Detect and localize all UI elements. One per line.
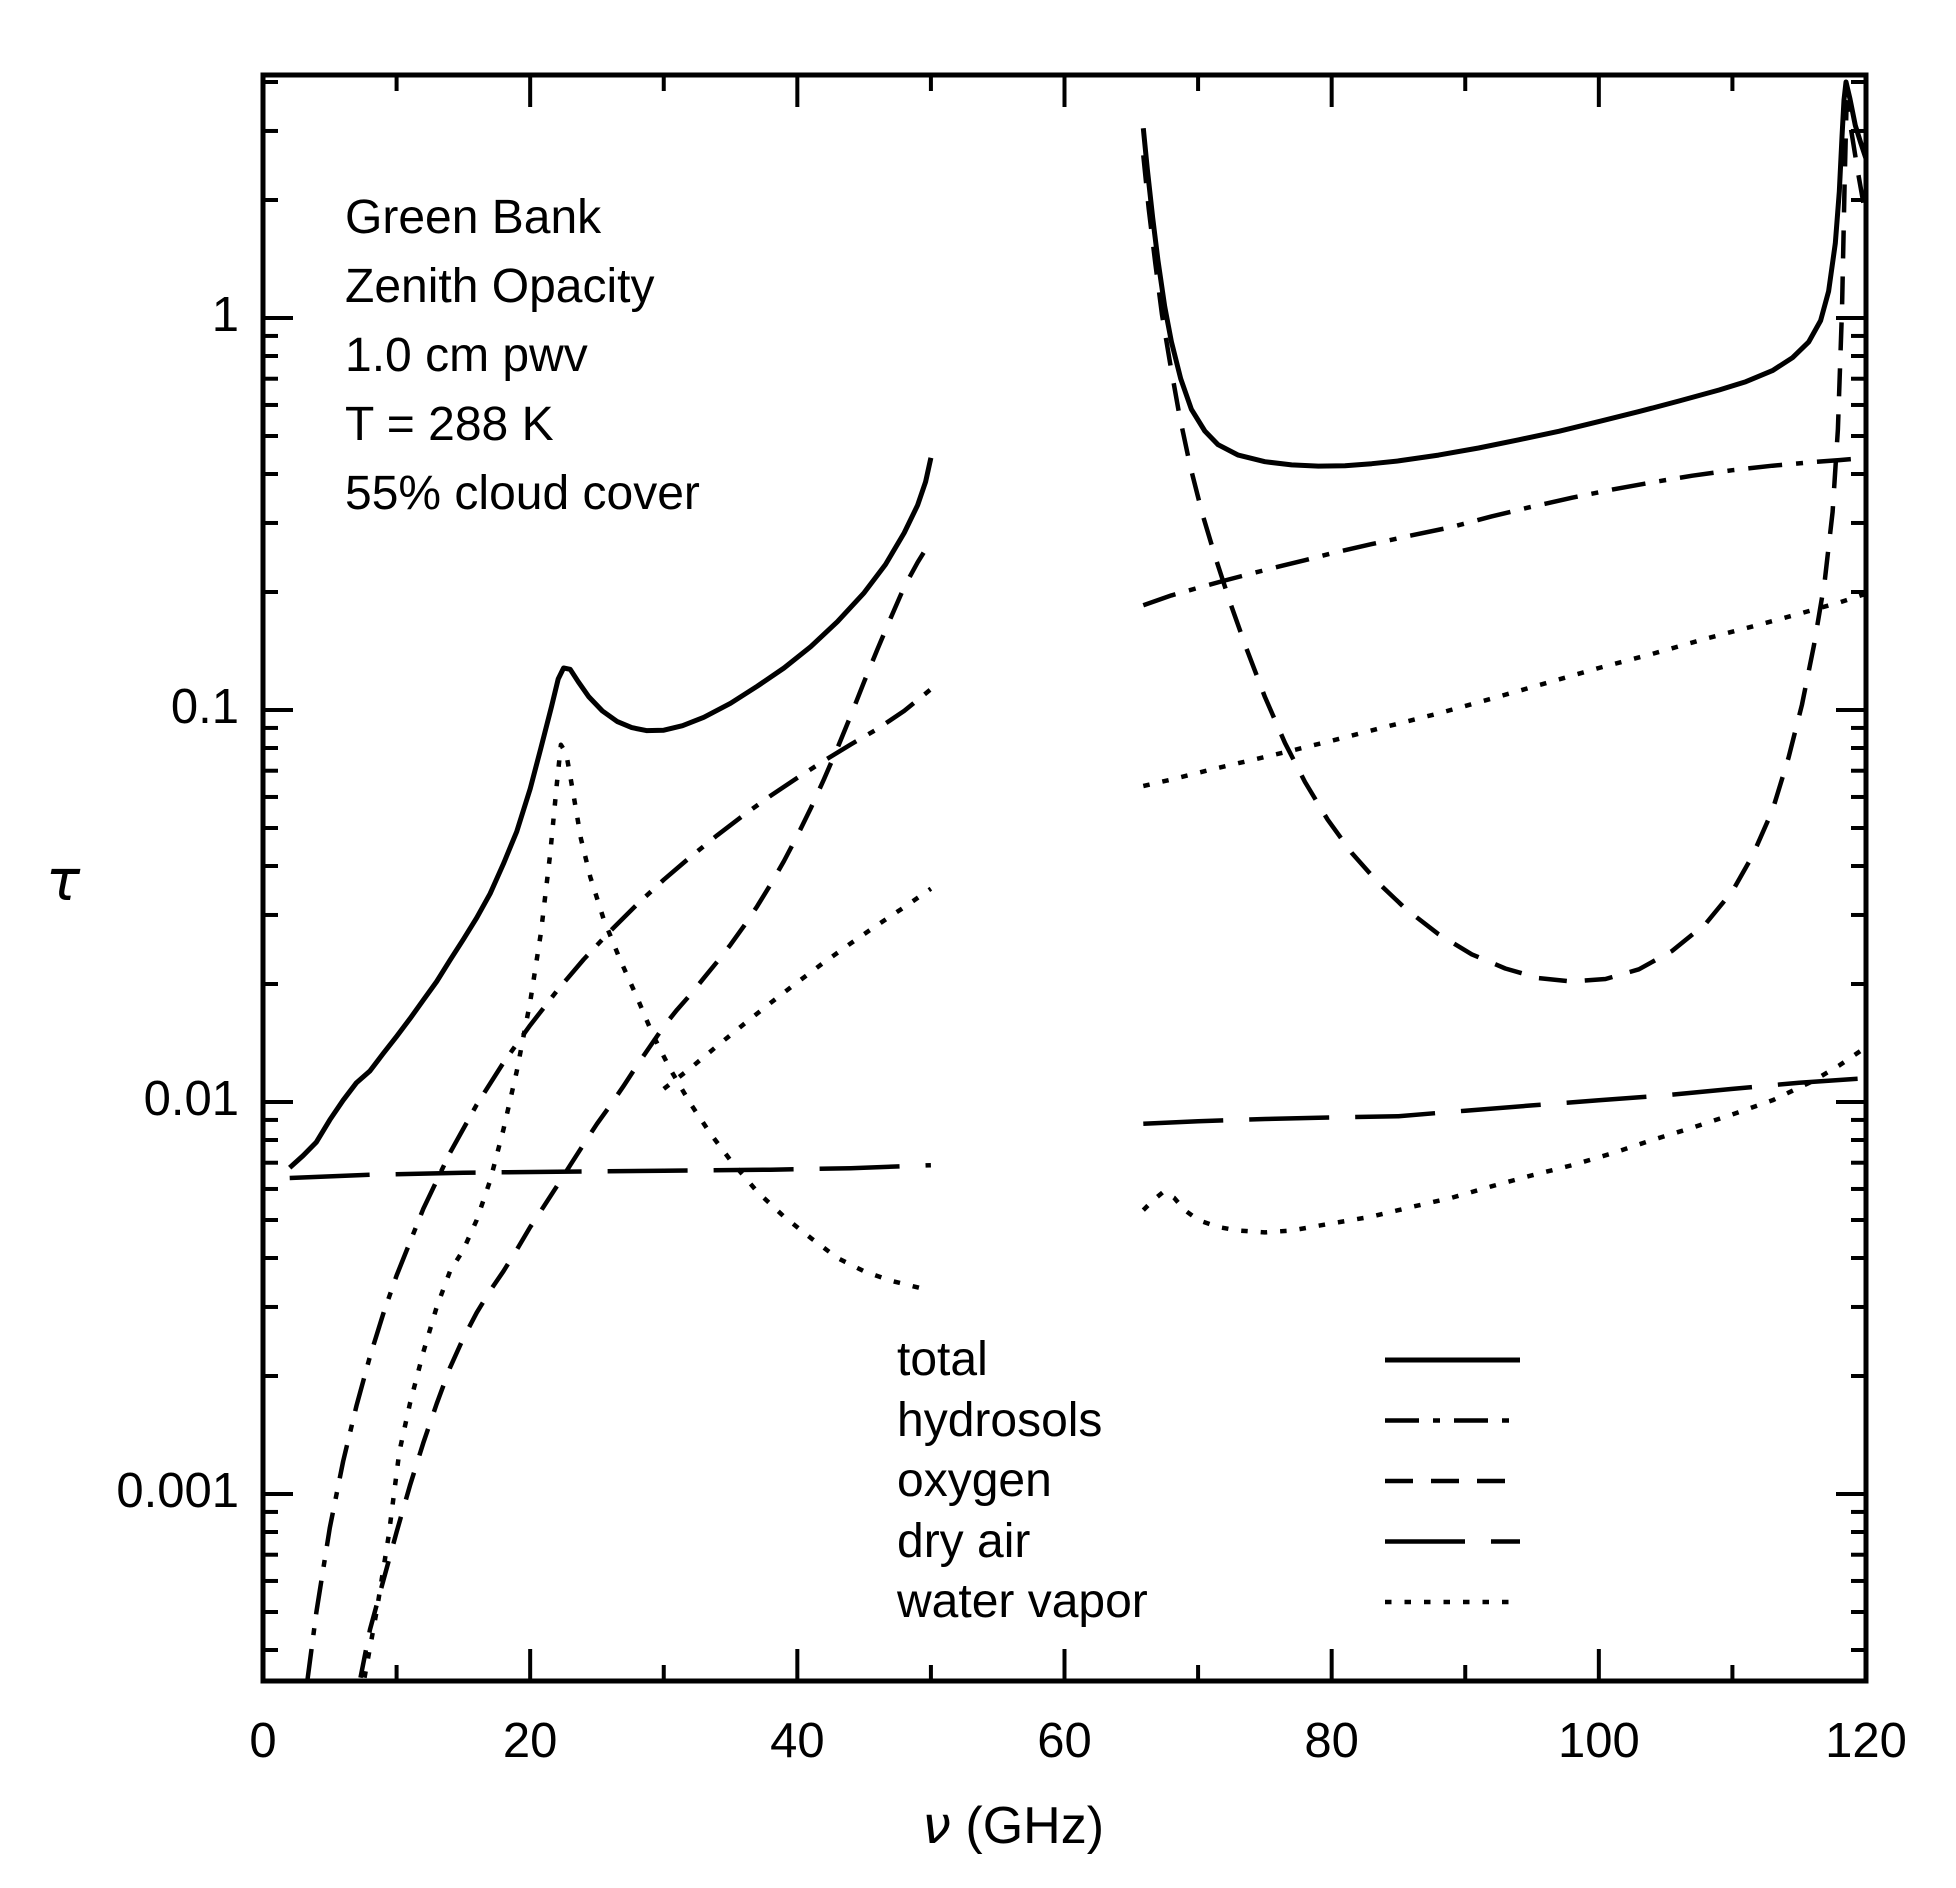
legend-line-samples bbox=[1385, 1357, 1520, 1605]
x-tick-label-120: 120 bbox=[1825, 1714, 1907, 1768]
curve-water-vapor-seg3 bbox=[1141, 1045, 1866, 1235]
curve-dry-air-seg1 bbox=[289, 1162, 931, 1181]
annotation-line: Green Bank bbox=[345, 191, 602, 244]
legend-label-total: total bbox=[897, 1333, 988, 1386]
curve-hydrosols-seg1 bbox=[305, 687, 933, 1681]
axis-ticks bbox=[261, 75, 1868, 1681]
x-tick-label-40: 40 bbox=[770, 1714, 825, 1768]
curve-water-vapor-seg1 bbox=[362, 742, 932, 1679]
data-curves bbox=[288, 79, 1866, 1681]
annotation-line: 55% cloud cover bbox=[345, 467, 700, 520]
curve-oxygen-seg2 bbox=[1141, 100, 1866, 984]
legend-label-dry-air: dry air bbox=[897, 1514, 1031, 1568]
legend-label-water-vapor: water vapor bbox=[897, 1575, 1148, 1628]
x-axis-title-unit: (GHz) bbox=[950, 1797, 1105, 1855]
x-axis-title-symbol: ν bbox=[921, 1796, 951, 1856]
curve-total-seg1 bbox=[288, 457, 934, 1170]
x-tick-label-100: 100 bbox=[1557, 1714, 1640, 1768]
curve-water-vapor-seg4 bbox=[1142, 591, 1866, 789]
curve-water-vapor-seg2 bbox=[662, 886, 933, 1091]
x-tick-label-80: 80 bbox=[1304, 1714, 1359, 1768]
curve-oxygen-seg1 bbox=[358, 539, 933, 1679]
curve-total-seg2 bbox=[1140, 79, 1866, 469]
y-axis-title: τ bbox=[45, 848, 81, 914]
annotation-line: T = 288 K bbox=[345, 398, 554, 451]
y-tick-label-0.001: 0.001 bbox=[116, 1464, 239, 1518]
y-tick-label-0.01: 0.01 bbox=[143, 1072, 239, 1126]
legend-label-hydrosols: hydrosols bbox=[897, 1393, 1103, 1447]
x-tick-label-60: 60 bbox=[1037, 1714, 1092, 1768]
x-tick-label-20: 20 bbox=[502, 1714, 558, 1768]
x-axis-title: ν (GHz) bbox=[813, 1796, 1213, 1856]
curve-hydrosols-seg2 bbox=[1142, 455, 1866, 608]
annotation-line: Zenith Opacity bbox=[345, 260, 655, 313]
x-tick-label-0: 0 bbox=[249, 1714, 277, 1768]
y-tick-label-1: 1 bbox=[211, 288, 239, 342]
legend-label-oxygen: oxygen bbox=[897, 1454, 1052, 1507]
curve-dry-air-seg2 bbox=[1143, 1075, 1866, 1127]
annotation-line: 1.0 cm pwv bbox=[345, 329, 588, 382]
y-tick-label-0.1: 0.1 bbox=[170, 680, 239, 734]
